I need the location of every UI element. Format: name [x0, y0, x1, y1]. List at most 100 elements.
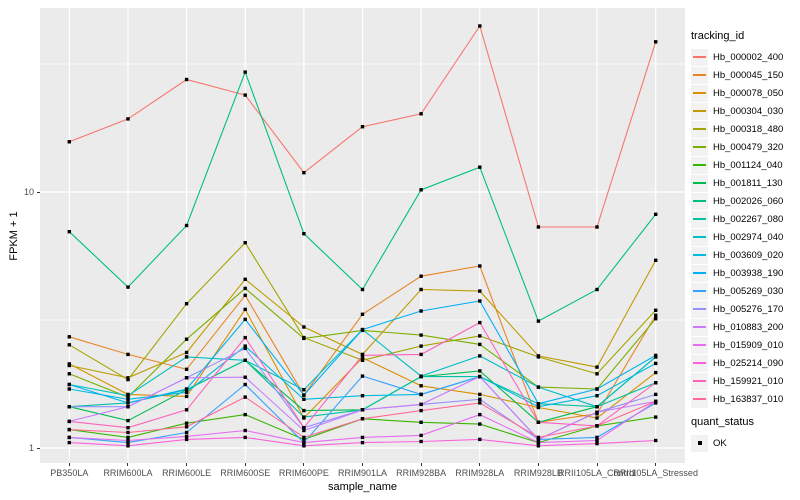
data-point	[595, 424, 599, 428]
x-tick-mark	[537, 463, 539, 466]
data-point	[360, 312, 365, 316]
data-point	[302, 440, 306, 445]
series-color-swatch	[693, 308, 706, 310]
legend-key	[691, 372, 708, 390]
data-point	[654, 415, 658, 419]
data-point	[654, 212, 658, 216]
series-Hb_015909_010	[67, 399, 658, 445]
legend-key	[691, 390, 708, 408]
legend-key	[691, 48, 708, 66]
legend-key	[691, 138, 708, 156]
data-point	[419, 392, 423, 397]
black-square-marker	[697, 441, 702, 445]
x-tick-label: RRIM600PE	[278, 468, 329, 478]
x-tick-label: RRII105LA_Stressed	[613, 468, 698, 478]
data-point	[419, 287, 423, 292]
data-point	[243, 70, 247, 74]
data-point	[478, 165, 482, 169]
data-point	[654, 313, 658, 317]
data-point	[184, 302, 189, 306]
data-point	[360, 374, 365, 378]
data-point	[126, 418, 130, 423]
x-axis-title: sample_name	[327, 481, 398, 493]
data-point	[536, 385, 541, 389]
legend-item-label: Hb_002026_060	[713, 195, 784, 207]
data-point	[184, 77, 189, 82]
data-point	[243, 382, 247, 387]
y-tick-mark	[37, 191, 40, 193]
series-Hb_000002_400	[67, 24, 658, 229]
series-color-swatch	[693, 380, 706, 382]
data-point	[126, 426, 130, 430]
data-point	[654, 361, 658, 366]
data-point	[67, 427, 71, 432]
data-point	[243, 277, 247, 281]
data-point	[478, 334, 482, 338]
data-point	[419, 112, 423, 116]
x-tick-label: RRIM928LA	[455, 468, 505, 478]
legend: tracking_id Hb_000002_400 Hb_000045_150 Hb…	[691, 30, 799, 452]
legend-key	[691, 228, 708, 246]
data-point	[419, 309, 423, 313]
data-point	[478, 299, 482, 303]
legend-key	[691, 246, 708, 264]
data-point	[184, 337, 189, 341]
data-point	[654, 258, 658, 262]
series-Hb_003938_190	[67, 299, 658, 406]
data-point	[302, 426, 306, 430]
legend-key	[691, 102, 708, 120]
data-point	[184, 425, 189, 429]
data-point	[302, 232, 306, 236]
data-point	[184, 355, 189, 359]
data-point	[184, 350, 189, 355]
x-tick-mark	[362, 463, 363, 466]
legend-item-label: Hb_000002_400	[713, 51, 784, 63]
legend-item-label: Hb_003938_190	[713, 267, 784, 279]
legend-item-label: Hb_000045_150	[713, 69, 784, 81]
series-color-swatch	[693, 182, 706, 184]
data-point	[595, 365, 599, 369]
series-Hb_025214_090	[67, 435, 658, 448]
data-point	[536, 437, 541, 442]
data-point	[243, 358, 247, 362]
x-tick-label: RRIM901LA	[337, 468, 388, 478]
data-point	[126, 285, 130, 289]
data-point	[595, 287, 599, 292]
y-tick-label: 1	[28, 442, 34, 453]
series-color-swatch	[693, 254, 706, 256]
data-point	[67, 343, 71, 347]
data-point	[595, 441, 599, 446]
series-color-swatch	[693, 200, 706, 202]
x-tick-mark	[655, 463, 657, 466]
series-Hb_000045_150	[67, 264, 658, 424]
data-point	[360, 327, 365, 332]
data-point	[302, 171, 306, 175]
data-point	[536, 319, 541, 323]
data-point	[478, 374, 482, 379]
data-point	[654, 308, 658, 312]
x-tick-label: PB350LA	[50, 468, 89, 478]
data-point	[243, 395, 247, 399]
data-point	[126, 377, 130, 382]
series-color-swatch	[693, 362, 706, 364]
series-Hb_002026_060	[67, 70, 658, 323]
plot-svg	[40, 8, 685, 463]
legend-item: Hb_002267_080	[691, 210, 799, 228]
legend-key	[691, 336, 708, 354]
legend-item-label: Hb_159921_010	[713, 375, 784, 387]
data-point	[126, 401, 130, 405]
data-point	[67, 405, 71, 409]
data-point	[595, 416, 599, 420]
data-point	[302, 444, 306, 448]
legend-item-label: Hb_002974_040	[713, 231, 784, 243]
legend-item-label: Hb_000479_320	[713, 141, 784, 153]
data-point	[419, 188, 423, 192]
data-point	[360, 435, 365, 440]
data-point	[126, 376, 130, 380]
data-point	[419, 439, 423, 444]
data-point	[536, 405, 541, 409]
data-point	[67, 382, 71, 387]
x-tick-mark	[186, 463, 188, 466]
legend-key	[691, 66, 708, 84]
